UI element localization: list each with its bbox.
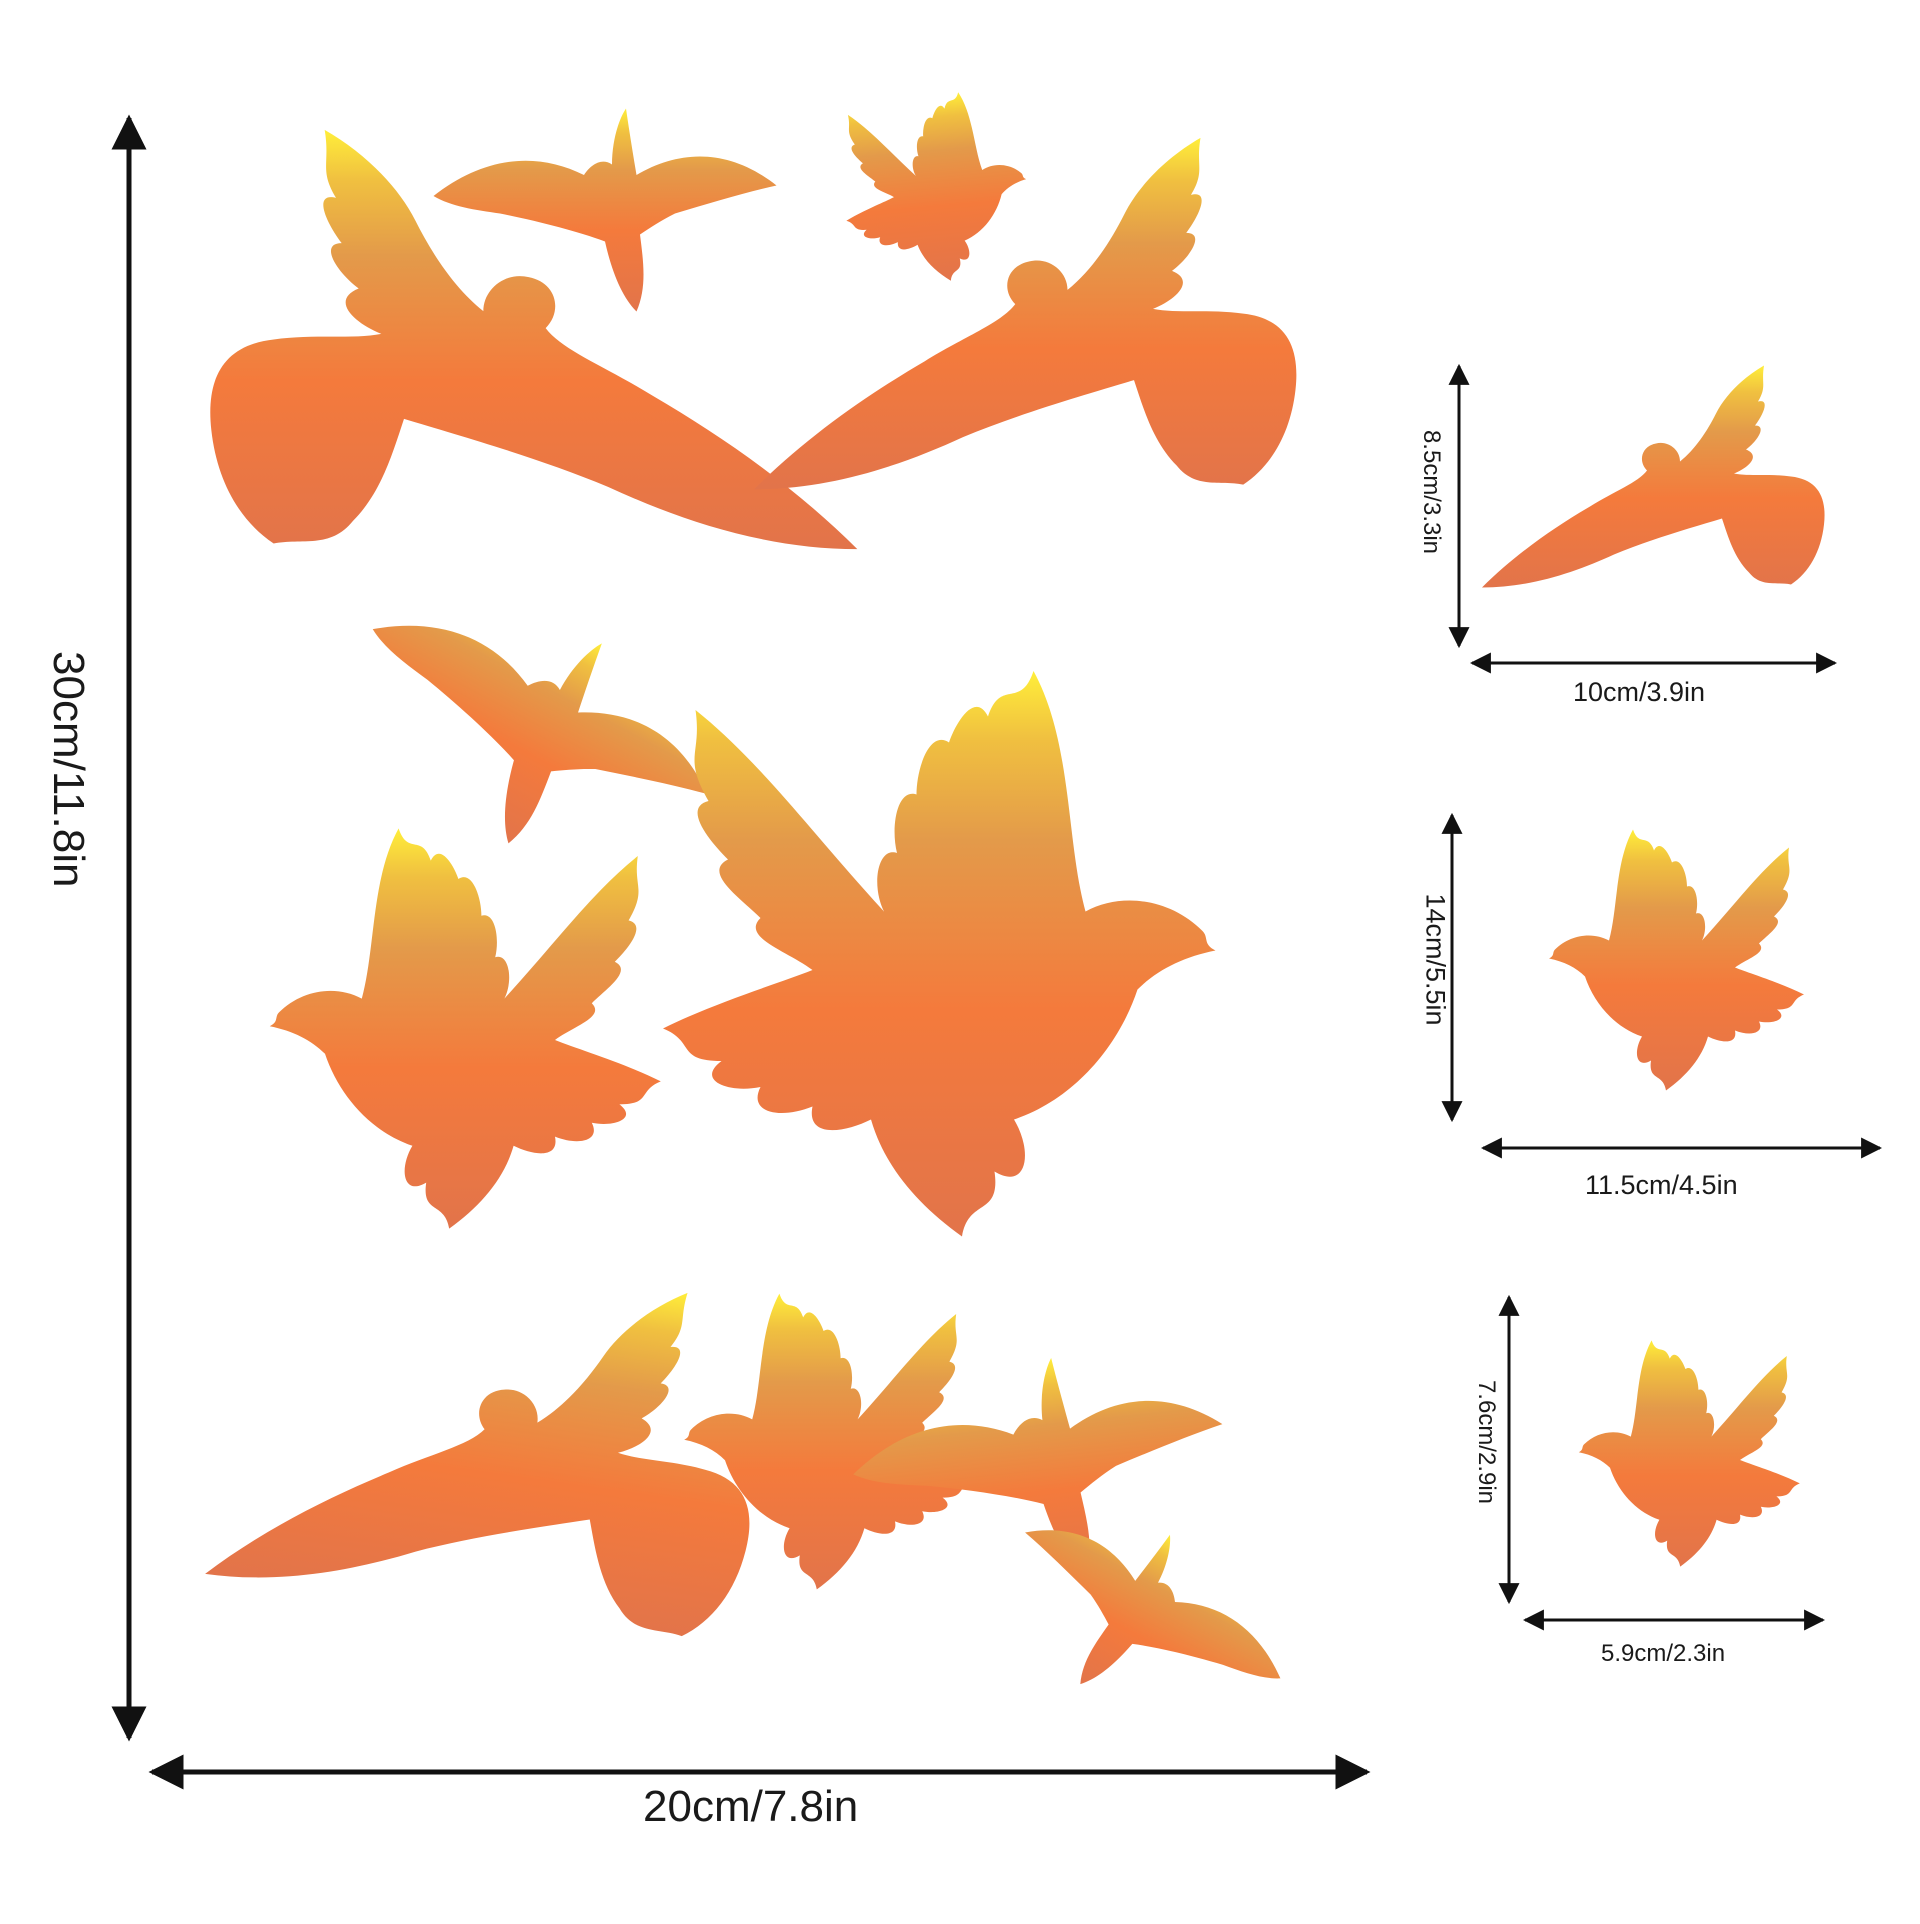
bird-silhouette-icon [754, 137, 1297, 490]
sample-2-height-label: 14cm/5.5in [1420, 893, 1451, 1026]
sample-1-height-label: 8.5cm/3.3in [1418, 429, 1445, 555]
bird-silhouette-icon [974, 1474, 1316, 1766]
sample-3-height-label: 7.6cm/2.9in [1473, 1379, 1500, 1505]
main-width-label: 20cm/7.8in [643, 1782, 859, 1831]
bird-silhouette-icon [1578, 1340, 1800, 1567]
bird-silhouette-icon [663, 671, 1216, 1237]
bird-silhouette-icon [433, 108, 777, 312]
bird-silhouette-icon [269, 828, 661, 1229]
dimension-arrows [111, 114, 1883, 1790]
bird-silhouette-icon [313, 545, 747, 915]
sample-3-width-label: 5.9cm/2.3in [1601, 1640, 1726, 1667]
sample-1-width-label: 10cm/3.9in [1573, 677, 1706, 707]
bird-stickers [205, 87, 1825, 1766]
main-height-label: 30cm/11.8in [44, 651, 93, 888]
sample-2-width-label: 11.5cm/4.5in [1585, 1170, 1738, 1200]
bird-silhouette-icon [1482, 365, 1825, 588]
bird-silhouette-icon [836, 87, 1035, 290]
bird-silhouette-icon [1549, 829, 1804, 1091]
